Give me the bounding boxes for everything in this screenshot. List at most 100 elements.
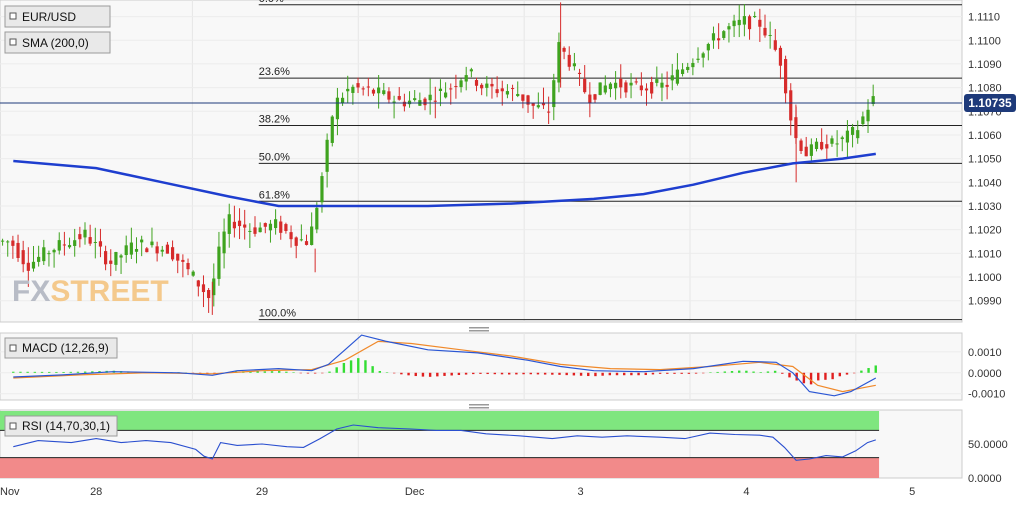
- x-tick-label: Nov: [0, 486, 20, 498]
- candle-body: [356, 83, 360, 88]
- macd-histogram-bar: [19, 371, 22, 373]
- macd-badge[interactable]: MACD (12,26,9): [4, 337, 118, 359]
- candle-body: [26, 262, 30, 271]
- x-axis: Nov2829Dec345689101112: [0, 486, 915, 498]
- candle-body: [407, 100, 412, 105]
- macd-histogram-bar: [55, 371, 58, 373]
- rsi-badge[interactable]: RSI (14,70,30,1): [4, 415, 118, 437]
- candle-body: [727, 26, 731, 30]
- macd-histogram-bar: [299, 372, 302, 374]
- macd-histogram-bar: [486, 372, 489, 375]
- macd-histogram-bar: [874, 365, 877, 373]
- candle-body: [325, 139, 329, 172]
- candle-body: [510, 88, 515, 90]
- candle-body: [464, 75, 468, 82]
- candle-body: [655, 79, 659, 83]
- candle-body: [315, 207, 319, 230]
- macd-histogram-bar: [436, 372, 439, 377]
- macd-histogram-bar: [594, 372, 597, 377]
- candle-body: [222, 231, 226, 254]
- macd-histogram-bar: [694, 372, 698, 374]
- macd-resize-handle[interactable]: [469, 327, 489, 332]
- candle-body: [253, 227, 257, 234]
- candle-body: [330, 116, 334, 143]
- candle-body: [217, 246, 221, 279]
- candle-body: [310, 226, 314, 245]
- fib-level-label: 50.0%: [259, 151, 290, 163]
- candle-body: [392, 101, 396, 103]
- candle-body: [459, 80, 463, 88]
- candle-body: [686, 66, 690, 71]
- sma-badge[interactable]: SMA (200,0): [4, 31, 111, 54]
- candle-body: [732, 20, 736, 27]
- candle-body: [572, 63, 576, 67]
- candle-body: [438, 88, 443, 91]
- candle-body: [129, 242, 133, 255]
- fib-level-label: 38.2%: [259, 113, 290, 125]
- candle-body: [232, 221, 236, 229]
- candle-body: [526, 95, 530, 105]
- candle-body: [320, 176, 324, 203]
- candle-body: [737, 19, 741, 26]
- candle-body: [588, 94, 592, 103]
- macd-histogram-bar: [385, 372, 389, 373]
- candle-body: [284, 224, 288, 231]
- macd-histogram-bar: [357, 358, 360, 373]
- y-tick-label: 1.1090: [968, 59, 1002, 71]
- symbol-label: EUR/USD: [22, 10, 76, 24]
- macd-histogram-bar: [364, 360, 367, 373]
- macd-histogram-bar: [472, 372, 475, 375]
- candle-body: [856, 130, 860, 139]
- symbol-badge[interactable]: EUR/USD: [4, 5, 111, 28]
- y-tick-label: 1.1100: [968, 35, 1001, 47]
- candle-body: [500, 88, 504, 92]
- macd-histogram-bar: [292, 372, 295, 373]
- candle-body: [57, 240, 61, 251]
- candle-body: [768, 35, 772, 37]
- candle-body: [691, 62, 695, 68]
- candle-body: [820, 141, 824, 150]
- y-tick-label: 50.0000: [968, 439, 1008, 451]
- macd-histogram-bar: [817, 372, 820, 381]
- candle-body: [722, 31, 726, 38]
- candle-body: [830, 138, 834, 144]
- candle-body: [850, 126, 855, 135]
- macd-histogram-bar: [285, 371, 288, 373]
- macd-histogram-bar: [587, 372, 590, 377]
- macd-histogram-bar: [313, 372, 317, 374]
- candle-body: [608, 83, 613, 90]
- macd-histogram-bar: [788, 372, 791, 378]
- macd-histogram-bar: [551, 372, 554, 375]
- candle-body: [614, 82, 618, 89]
- candle-body: [212, 278, 216, 296]
- macd-histogram-bar: [321, 372, 324, 374]
- candle-body: [814, 141, 819, 149]
- candle-body: [629, 82, 633, 86]
- candle-body: [485, 83, 489, 88]
- candle-body: [861, 116, 865, 125]
- candle-body: [243, 224, 247, 228]
- candle-body: [789, 90, 793, 121]
- fib-level-label: 0.0%: [259, 0, 284, 5]
- candle-body: [289, 232, 293, 240]
- macd-histogram-bar: [12, 371, 15, 373]
- rsi-line: [13, 424, 876, 461]
- candle-body: [804, 146, 808, 157]
- candle-body: [675, 69, 680, 84]
- x-tick-label: 3: [577, 486, 583, 498]
- macd-histogram-bar: [249, 371, 252, 373]
- candle-body: [191, 271, 195, 276]
- rsi-resize-handle[interactable]: [469, 404, 489, 409]
- candle-body: [505, 91, 510, 95]
- candle-body: [490, 83, 494, 87]
- candle-body: [346, 88, 350, 92]
- candle-body: [377, 87, 381, 94]
- macd-histogram-bar: [702, 372, 705, 374]
- candle-body: [16, 242, 20, 258]
- candle-body: [495, 89, 499, 94]
- candle-body: [340, 97, 345, 104]
- candle-body: [665, 84, 669, 87]
- macd-histogram-bar: [443, 372, 446, 376]
- candle-body: [650, 82, 654, 94]
- candle-body: [124, 245, 128, 256]
